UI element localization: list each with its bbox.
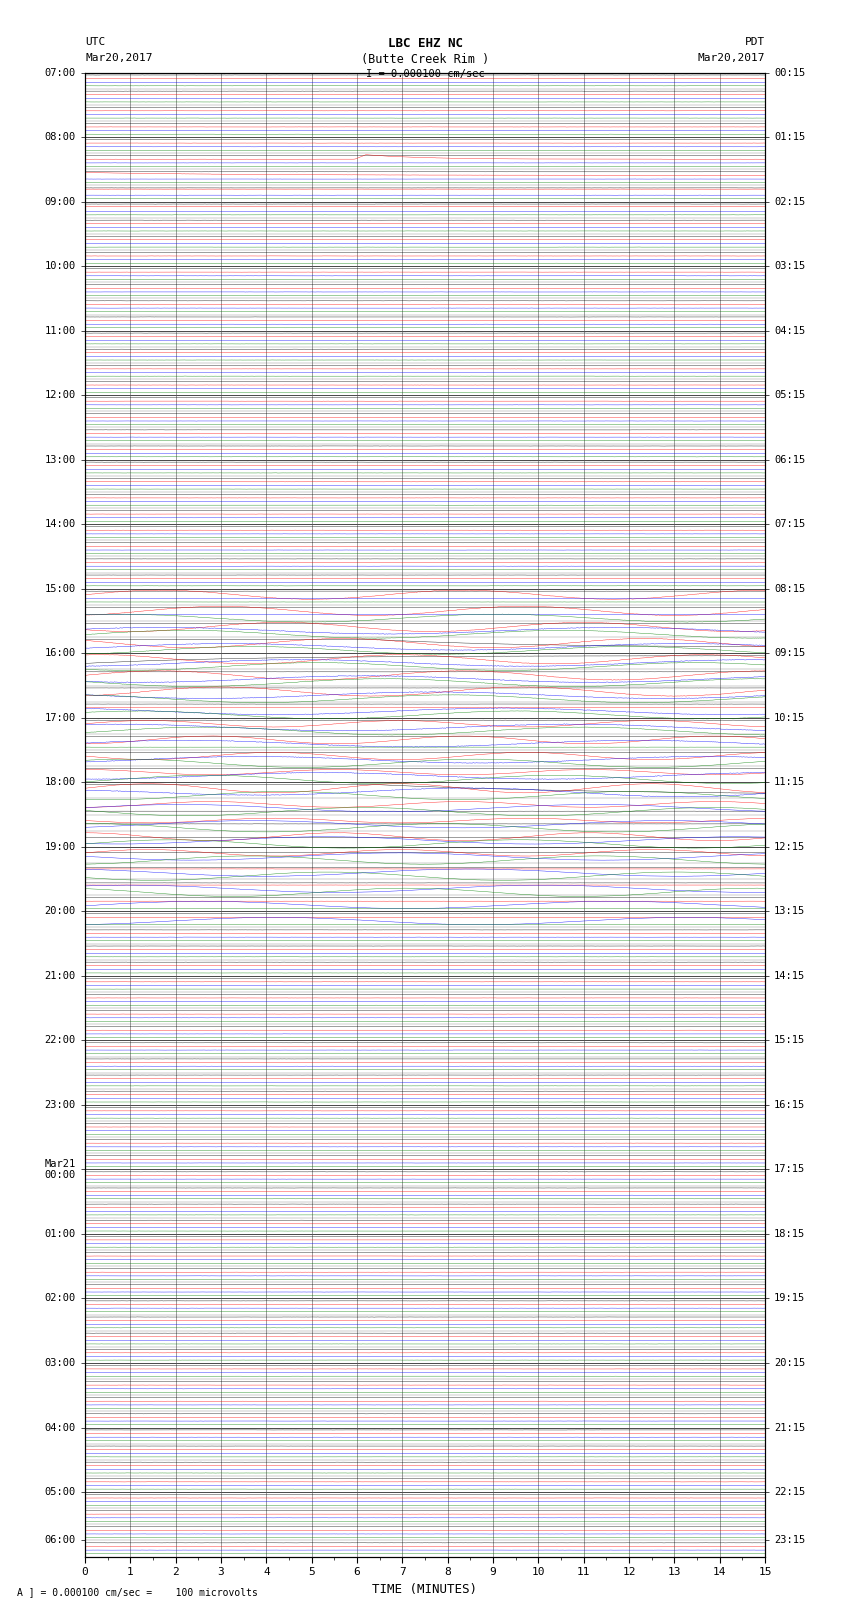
Text: A ] = 0.000100 cm/sec =    100 microvolts: A ] = 0.000100 cm/sec = 100 microvolts (17, 1587, 258, 1597)
Text: (Butte Creek Rim ): (Butte Creek Rim ) (361, 53, 489, 66)
Text: PDT: PDT (745, 37, 765, 47)
Text: Mar20,2017: Mar20,2017 (85, 53, 152, 63)
Text: Mar20,2017: Mar20,2017 (698, 53, 765, 63)
Text: LBC EHZ NC: LBC EHZ NC (388, 37, 462, 50)
Text: UTC: UTC (85, 37, 105, 47)
Text: I = 0.000100 cm/sec: I = 0.000100 cm/sec (366, 69, 484, 79)
X-axis label: TIME (MINUTES): TIME (MINUTES) (372, 1582, 478, 1595)
